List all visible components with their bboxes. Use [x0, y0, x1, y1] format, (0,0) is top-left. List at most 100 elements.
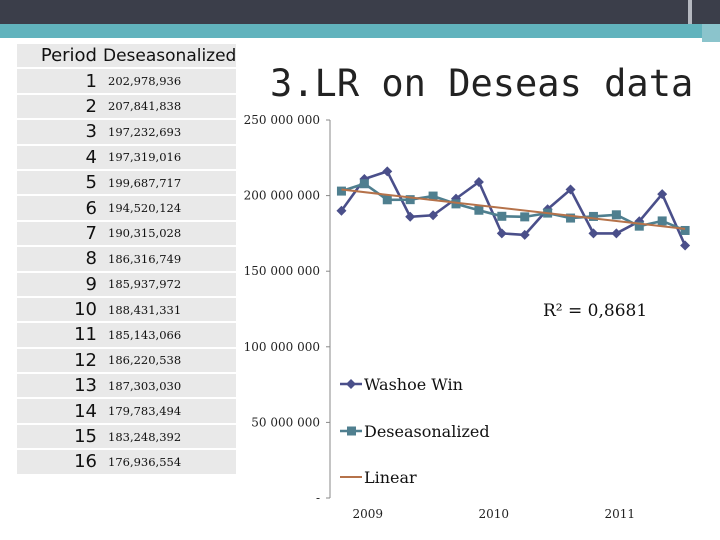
value-cell: 186,316,749 — [100, 247, 237, 271]
data-point-washoe-win — [405, 211, 416, 222]
data-point-deseasonalized — [657, 216, 667, 226]
data-point-deseasonalized — [520, 212, 530, 222]
period-cell: 4 — [17, 145, 100, 169]
x-tick-label: 2011 — [605, 507, 636, 521]
period-cell: 1 — [17, 69, 100, 93]
value-cell: 185,143,066 — [100, 323, 237, 347]
value-cell: 197,232,693 — [100, 120, 237, 144]
data-point-deseasonalized — [474, 205, 484, 215]
data-point-washoe-win — [382, 166, 393, 177]
table-row: 8 186,316,749 — [17, 247, 237, 271]
header-notch — [688, 0, 692, 24]
table-row: 11 185,143,066 — [17, 323, 237, 347]
period-cell: 13 — [17, 374, 100, 398]
y-tick-label: 200 000 000 — [244, 189, 320, 203]
data-point-deseasonalized — [634, 221, 644, 231]
value-cell: 199,687,717 — [100, 170, 237, 195]
data-point-deseasonalized — [588, 211, 598, 221]
data-point-deseasonalized — [566, 213, 576, 223]
table-row: 12 186,220,538 — [17, 348, 237, 373]
chart-title: 3.LR on Deseas data — [270, 62, 694, 105]
period-cell: 6 — [17, 196, 100, 220]
accent-strip — [0, 24, 720, 38]
y-tick-label: - — [316, 491, 320, 505]
y-tick-label: 100 000 000 — [244, 340, 320, 354]
x-tick-label: 2010 — [479, 507, 510, 521]
value-cell: 197,319,016 — [100, 145, 237, 169]
period-cell: 8 — [17, 247, 100, 271]
r-squared-annotation: R² = 0,8681 — [543, 301, 647, 321]
legend-label-washoe-win: Washoe Win — [364, 375, 463, 394]
column-header-deseasonalized: Deseasonalized — [100, 44, 237, 68]
value-cell: 183,248,392 — [100, 424, 237, 449]
data-point-deseasonalized — [359, 179, 369, 189]
data-point-washoe-win — [611, 228, 622, 239]
data-point-deseasonalized — [497, 211, 507, 221]
value-cell: 185,937,972 — [100, 272, 237, 296]
data-point-deseasonalized — [336, 186, 346, 196]
table-row: 3 197,232,693 — [17, 120, 237, 144]
table-row: 15 183,248,392 — [17, 424, 237, 449]
value-cell: 202,978,936 — [100, 69, 237, 93]
value-cell: 188,431,331 — [100, 297, 237, 322]
table-row: 9 185,937,972 — [17, 272, 237, 296]
data-point-deseasonalized — [611, 210, 621, 220]
period-cell: 9 — [17, 272, 100, 296]
value-cell: 187,303,030 — [100, 374, 237, 398]
data-point-washoe-win — [657, 189, 668, 200]
table-row: 1 202,978,936 — [17, 69, 237, 93]
x-tick-label: 2009 — [353, 507, 384, 521]
period-cell: 11 — [17, 323, 100, 347]
table-row: 6 194,520,124 — [17, 196, 237, 220]
y-tick-label: 50 000 000 — [251, 415, 320, 429]
table-header-row: Period Deseasonalized — [17, 44, 237, 68]
value-cell: 207,841,838 — [100, 94, 237, 119]
period-cell: 16 — [17, 450, 100, 474]
data-point-washoe-win — [680, 240, 691, 251]
period-cell: 15 — [17, 424, 100, 449]
data-point-deseasonalized — [680, 225, 690, 235]
series-line-deseasonalized — [341, 182, 686, 232]
table-row: 7 190,315,028 — [17, 221, 237, 246]
data-point-washoe-win — [565, 184, 576, 195]
y-tick-label: 250 000 000 — [244, 113, 320, 127]
legend-label-deseasonalized: Deseasonalized — [364, 422, 490, 441]
value-cell: 186,220,538 — [100, 348, 237, 373]
data-point-deseasonalized — [382, 195, 392, 205]
table-row: 14 179,783,494 — [17, 399, 237, 423]
y-tick-label: 150 000 000 — [244, 264, 320, 278]
data-point-washoe-win — [336, 205, 347, 216]
period-cell: 10 — [17, 297, 100, 322]
column-header-period: Period — [17, 44, 100, 68]
data-point-washoe-win — [473, 176, 484, 187]
table-row: 5 199,687,717 — [17, 170, 237, 195]
table-row: 16 176,936,554 — [17, 450, 237, 474]
legend-label-linear: Linear — [364, 468, 417, 487]
value-cell: 190,315,028 — [100, 221, 237, 246]
period-cell: 14 — [17, 399, 100, 423]
data-point-deseasonalized — [451, 199, 461, 209]
legend-marker-deseasonalized — [347, 426, 356, 436]
period-cell: 2 — [17, 94, 100, 119]
data-point-deseasonalized — [405, 195, 415, 205]
table-row: 4 197,319,016 — [17, 145, 237, 169]
legend-marker-washoe-win — [346, 379, 356, 389]
table-row: 13 187,303,030 — [17, 374, 237, 398]
data-point-washoe-win — [428, 210, 439, 221]
corner-accent — [702, 24, 720, 42]
deseasonalized-table: Period Deseasonalized 1 202,978,936 2 207,8… — [17, 42, 237, 476]
value-cell: 194,520,124 — [100, 196, 237, 220]
data-point-washoe-win — [588, 228, 599, 239]
period-cell: 3 — [17, 120, 100, 144]
series-line-linear — [341, 188, 686, 230]
table-row: 10 188,431,331 — [17, 297, 237, 322]
value-cell: 179,783,494 — [100, 399, 237, 423]
data-point-deseasonalized — [428, 191, 438, 201]
data-point-washoe-win — [496, 228, 507, 239]
period-cell: 7 — [17, 221, 100, 246]
slide-header-bar — [0, 0, 720, 38]
series-line-washoe-win — [340, 169, 687, 247]
data-point-washoe-win — [519, 229, 530, 240]
value-cell: 176,936,554 — [100, 450, 237, 474]
